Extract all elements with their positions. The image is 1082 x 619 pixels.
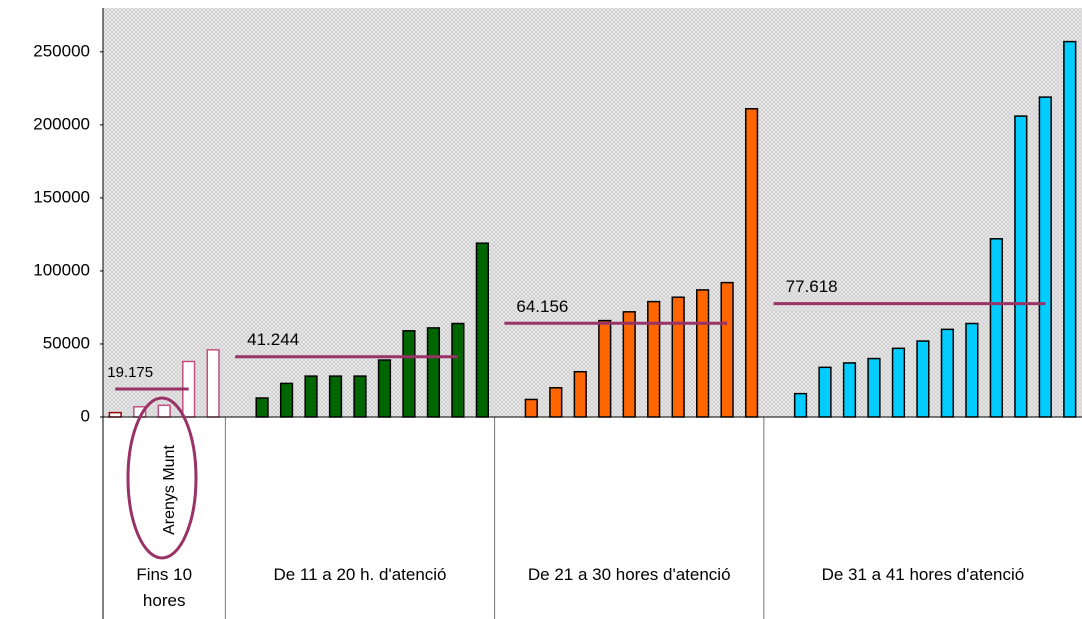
bar bbox=[696, 289, 710, 418]
bar bbox=[475, 242, 489, 418]
category-label: De 21 a 30 hores d'atenció bbox=[527, 565, 731, 584]
mean-label: 64.156 bbox=[516, 297, 568, 316]
category-label: Fins 10 hores bbox=[136, 565, 193, 610]
bar bbox=[402, 330, 416, 418]
bar bbox=[622, 311, 636, 418]
bar bbox=[451, 322, 465, 418]
bar bbox=[598, 319, 612, 418]
mean-label: 77.618 bbox=[786, 277, 838, 296]
bar bbox=[426, 327, 441, 418]
bar bbox=[891, 347, 906, 418]
bar bbox=[647, 300, 661, 418]
y-tick-label: 0 bbox=[81, 406, 90, 425]
bar bbox=[965, 322, 979, 418]
bar bbox=[793, 392, 808, 418]
mean-label: 41.244 bbox=[247, 330, 299, 349]
category-label: De 31 a 41 hores d'atenció bbox=[821, 565, 1025, 584]
bar bbox=[353, 375, 367, 418]
bar bbox=[549, 387, 563, 418]
bar bbox=[279, 382, 294, 418]
bar bbox=[157, 404, 171, 418]
annotation-ellipse bbox=[126, 396, 198, 560]
bar bbox=[720, 281, 734, 418]
bar bbox=[573, 370, 587, 418]
bar bbox=[842, 362, 857, 418]
bar bbox=[916, 340, 930, 418]
bar bbox=[108, 411, 122, 418]
bar bbox=[671, 296, 685, 418]
y-tick-label: 150000 bbox=[33, 187, 90, 206]
bar bbox=[940, 328, 955, 418]
bar bbox=[989, 238, 1003, 418]
y-tick-label: 250000 bbox=[33, 41, 90, 60]
bar bbox=[1063, 40, 1077, 418]
bar bbox=[255, 397, 269, 418]
category-label: De 11 a 20 h. d'atenció bbox=[273, 565, 447, 584]
y-tick-label: 50000 bbox=[43, 333, 90, 352]
mean-label: 19.175 bbox=[107, 364, 153, 381]
bar bbox=[206, 349, 220, 418]
bar bbox=[1038, 96, 1052, 418]
bar bbox=[744, 108, 759, 418]
bar bbox=[818, 366, 832, 418]
bar bbox=[377, 359, 392, 418]
annotation: Arenys Munt bbox=[161, 445, 178, 535]
bar bbox=[328, 375, 343, 418]
bar bbox=[1014, 115, 1028, 418]
y-tick-label: 200000 bbox=[33, 114, 90, 133]
y-tick-label: 100000 bbox=[33, 260, 90, 279]
bar bbox=[304, 375, 318, 418]
bar bbox=[867, 357, 881, 418]
bar bbox=[524, 398, 538, 418]
